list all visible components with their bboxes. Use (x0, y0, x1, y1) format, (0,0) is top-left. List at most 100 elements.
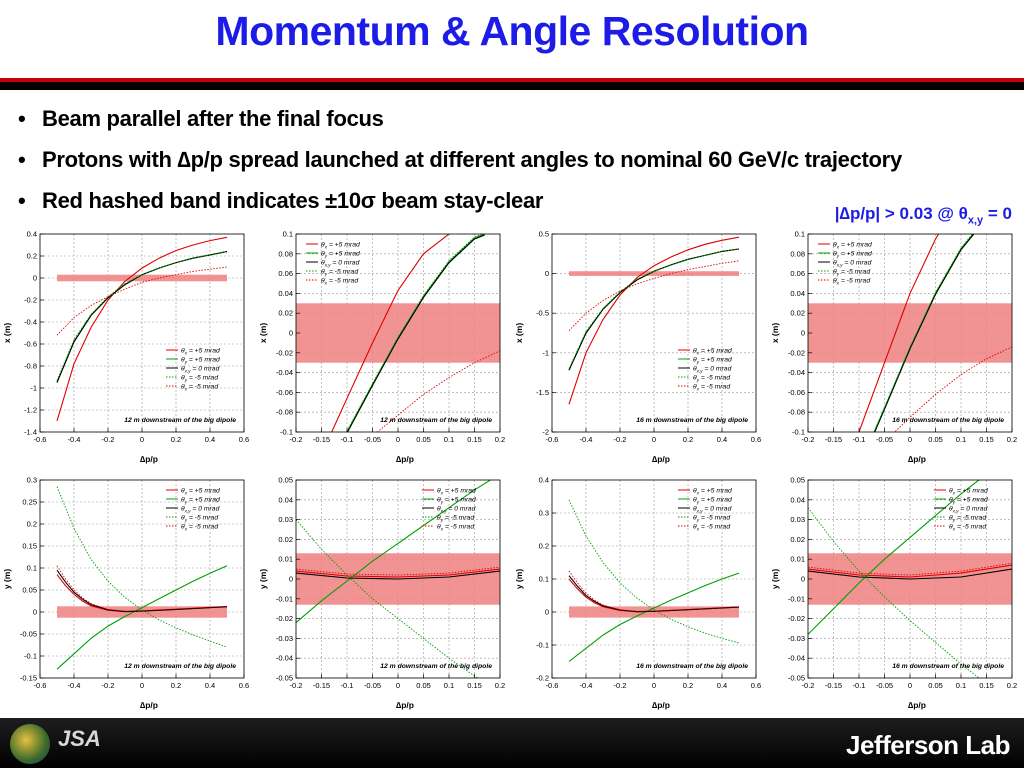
legend-label: θy = -5 mrad (437, 515, 474, 523)
series-line-5 (568, 260, 740, 331)
x-tick-label: -0.2 (290, 435, 303, 444)
legend-label: θx = +5 mrad (833, 242, 872, 250)
y-tick-label: 0.04 (278, 289, 293, 298)
y-tick-label: -0.08 (276, 408, 293, 417)
legend-label: θx = -5 mrad (949, 524, 986, 532)
x-tick-label: 0.05 (928, 435, 943, 444)
legend-label: θx,y = 0 mrad (693, 506, 732, 514)
y-tick-label: 0.01 (278, 555, 293, 564)
y-tick-label: 0.1 (539, 575, 549, 584)
x-tick-label: 0.2 (171, 435, 181, 444)
x-tick-label: -0.2 (802, 681, 815, 690)
series-line-1 (808, 564, 1012, 578)
series-line-5 (568, 570, 740, 612)
y-tick-label: 0.03 (278, 515, 293, 524)
x-tick-label: 0.4 (205, 435, 215, 444)
y-tick-label: -0.02 (276, 348, 293, 357)
y-tick-label: 0.2 (27, 520, 37, 529)
legend-label: θx = +5 mrad (181, 348, 220, 356)
x-tick-label: 0.1 (444, 435, 454, 444)
threshold-note: |∆p/p| > 0.03 @ θx,y = 0 (835, 204, 1012, 226)
y-tick-label: 0 (289, 575, 293, 584)
y-tick-label: 0.06 (278, 269, 293, 278)
x-tick-label: -0.2 (290, 681, 303, 690)
y-tick-label: -0.04 (276, 368, 293, 377)
x-tick-label: 0.05 (928, 681, 943, 690)
jsa-logo: JSA (58, 726, 101, 751)
y-tick-label: -1.5 (536, 388, 549, 397)
y-tick-label: 0.05 (278, 476, 293, 485)
legend-label: θx = -5 mrad (321, 278, 358, 286)
y-axis-label: x (m) (258, 323, 268, 343)
y-axis-label: x (m) (514, 323, 524, 343)
legend-label: θy = +5 mrad (693, 497, 732, 505)
y-tick-label: 0 (545, 269, 549, 278)
series-line-3 (296, 570, 500, 580)
legend-label: θy = -5 mrad (693, 375, 730, 383)
x-tick-label: -0.2 (614, 435, 627, 444)
legend-label: θx = -5 mrad (181, 524, 218, 532)
x-tick-label: -0.6 (546, 435, 559, 444)
x-tick-label: 0 (396, 681, 400, 690)
legend-label: θx = +5 mrad (181, 488, 220, 496)
series-line-4 (568, 499, 740, 644)
legend-label: θx = +5 mrad (693, 488, 732, 496)
threshold-note-sub: x,y (967, 214, 984, 227)
plot-annotation: 16 m downstream of the big dipole (892, 417, 1004, 424)
legend-label: θx = -5 mrad (833, 278, 870, 286)
y-tick-label: -0.05 (20, 630, 37, 639)
legend-label: θx,y = 0 mrad (949, 506, 988, 514)
plot-1: -0.6 -0.4 -0.2 0 0.2 0.4 0.6 -1.4 -1.2 -1 -0.8 -0.6… (2, 230, 249, 465)
y-tick-label: 0.04 (790, 495, 805, 504)
y-tick-label: -0.03 (788, 634, 805, 643)
legend-label: θx = +5 mrad (949, 488, 988, 496)
x-tick-label: -0.2 (614, 681, 627, 690)
x-tick-label: -0.1 (341, 435, 354, 444)
x-tick-label: -0.4 (68, 435, 81, 444)
stay-clear-band (57, 274, 227, 282)
legend-label: θy = -5 mrad (949, 515, 986, 523)
y-tick-label: -1.2 (24, 406, 37, 415)
x-tick-label: -0.6 (34, 681, 47, 690)
x-tick-label: -0.05 (364, 435, 381, 444)
y-tick-label: -0.05 (788, 674, 805, 683)
y-tick-label: 0 (801, 575, 805, 584)
threshold-note-main: |∆p/p| > 0.03 @ θ (834, 204, 968, 223)
legend-label: θy = +5 mrad (437, 497, 476, 505)
series-line-2 (808, 480, 980, 635)
legend-label: θx = -5 mrad (437, 524, 474, 532)
x-tick-label: -0.05 (876, 435, 893, 444)
x-axis-label: ∆p/p (140, 700, 158, 710)
series-line-4 (56, 251, 228, 381)
jefferson-lab-logo: Jefferson Lab (846, 730, 1011, 760)
x-tick-label: 0 (652, 435, 656, 444)
x-tick-label: 0.6 (751, 681, 761, 690)
x-tick-label: 0.4 (717, 681, 727, 690)
y-tick-label: -0.08 (788, 408, 805, 417)
legend-label: θy = -5 mrad (181, 375, 218, 383)
x-tick-label: -0.15 (825, 435, 842, 444)
x-tick-label: 0 (140, 681, 144, 690)
y-tick-label: 0.02 (278, 535, 293, 544)
x-axis-label: ∆p/p (140, 454, 158, 464)
x-tick-label: -0.05 (364, 681, 381, 690)
y-tick-label: 0 (33, 608, 37, 617)
y-tick-label: 0.08 (278, 249, 293, 258)
y-tick-label: 0.3 (539, 509, 549, 518)
series-line-5 (56, 565, 228, 612)
legend-label: θy = +5 mrad (181, 497, 220, 505)
y-tick-label: -0.2 (536, 674, 549, 683)
x-axis-label: ∆p/p (652, 700, 670, 710)
y-tick-label: 0.1 (27, 564, 37, 573)
plot-annotation: 12 m downstream of the big dipole (124, 417, 236, 424)
plot-annotation: 12 m downstream of the big dipole (124, 663, 236, 670)
y-tick-label: -0.2 (24, 296, 37, 305)
series-line-5 (376, 350, 500, 432)
y-tick-label: -0.04 (788, 368, 805, 377)
x-tick-label: -0.4 (68, 681, 81, 690)
y-tick-label: 0 (545, 608, 549, 617)
